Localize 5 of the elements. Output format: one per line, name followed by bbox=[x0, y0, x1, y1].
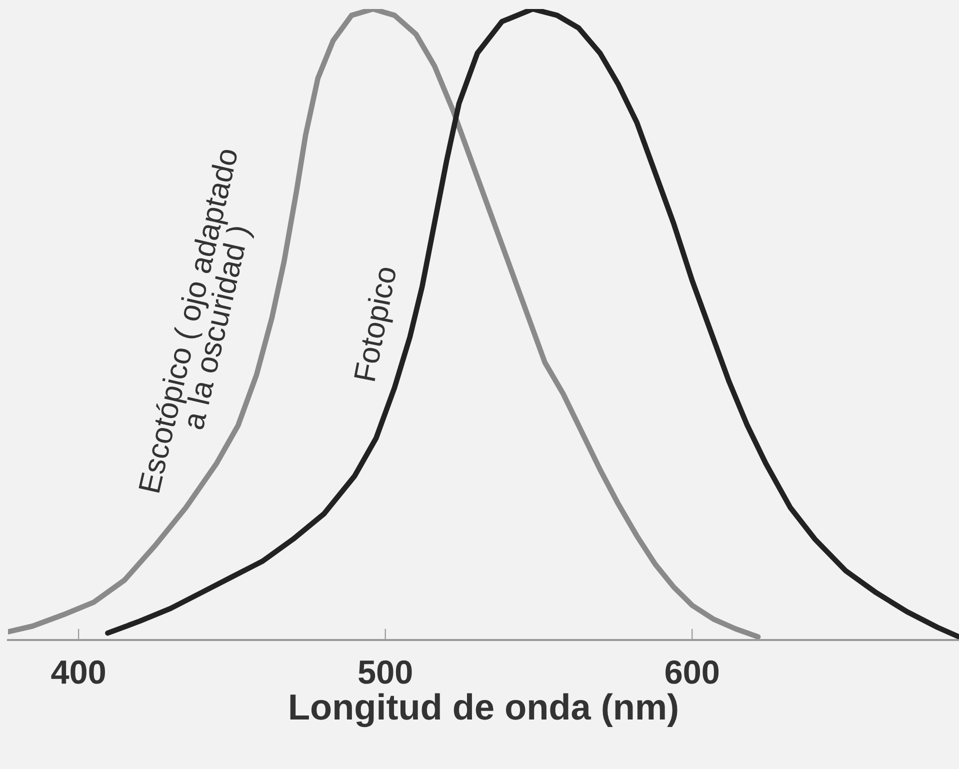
x-axis-title: Longitud de onda (nm) bbox=[290, 693, 678, 728]
text: Fotopico bbox=[352, 266, 403, 382]
x-tick-label: 600 bbox=[666, 660, 719, 684]
x-tick-label: 500 bbox=[358, 660, 412, 684]
x-tick-label: 400 bbox=[51, 660, 105, 684]
